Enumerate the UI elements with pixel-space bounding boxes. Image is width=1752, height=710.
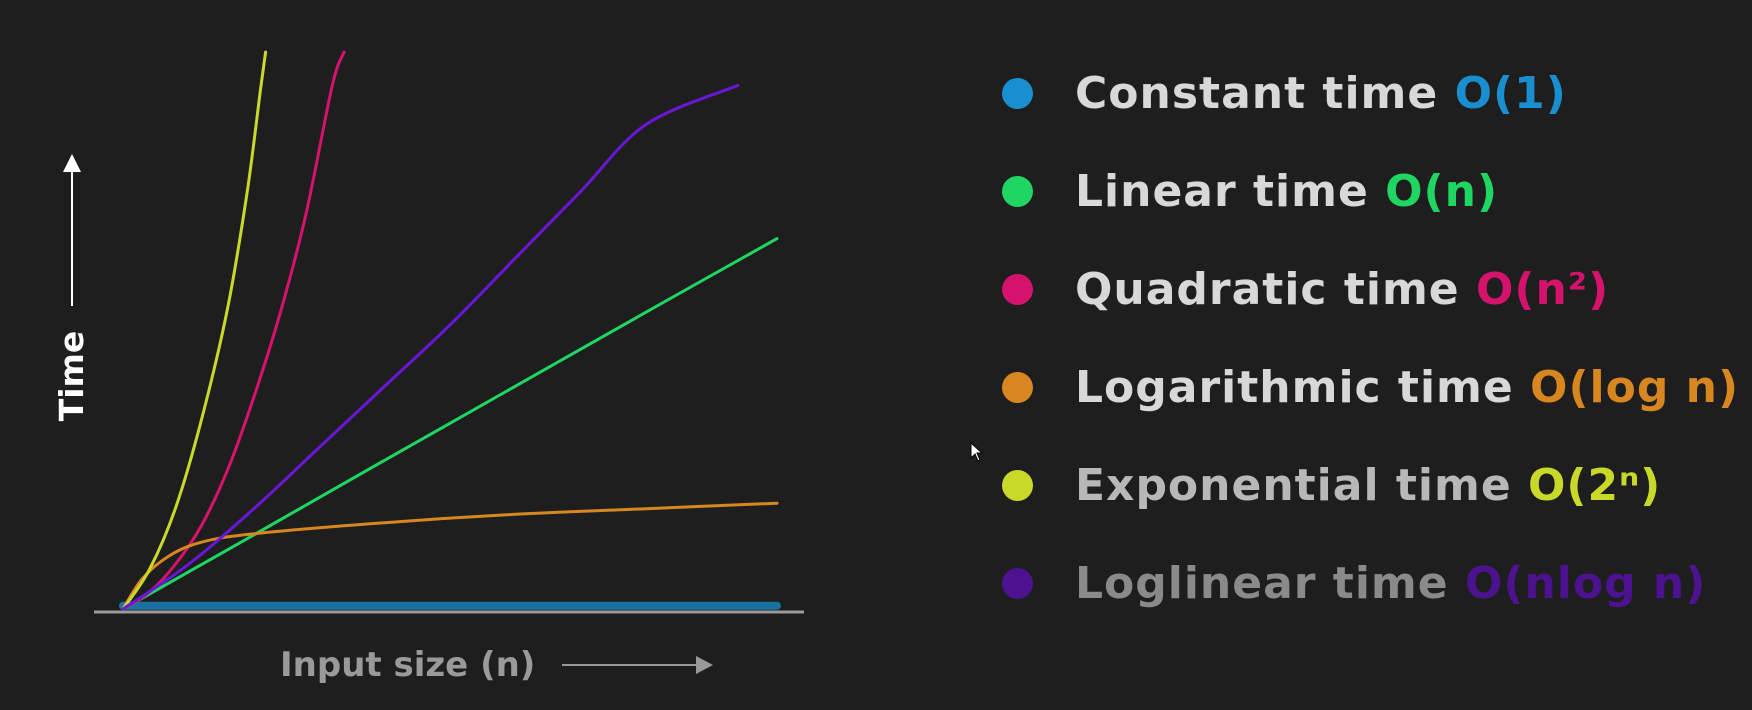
legend-label: Linear time bbox=[1075, 166, 1386, 217]
legend-notation: O(2ⁿ) bbox=[1527, 460, 1662, 511]
series-line-loglinear-time bbox=[121, 83, 740, 611]
legend-text: Logarithmic time O(log n) bbox=[1075, 358, 1739, 418]
legend-dot-icon bbox=[1002, 274, 1033, 305]
x-arrow-head-icon bbox=[696, 656, 713, 674]
legend-label: Loglinear time bbox=[1075, 558, 1465, 609]
legend-text: Constant time O(1) bbox=[1075, 64, 1567, 124]
series-line-logarithmic-time bbox=[121, 501, 779, 611]
legend-text: Loglinear time O(nlog n) bbox=[1075, 554, 1706, 614]
legend-notation: O(n) bbox=[1385, 166, 1499, 217]
legend-dot-icon bbox=[1002, 568, 1033, 599]
legend-text: Exponential time O(2ⁿ) bbox=[1075, 456, 1661, 516]
y-axis-label-group: Time bbox=[52, 154, 91, 421]
legend-notation: O(nlog n) bbox=[1464, 558, 1707, 609]
legend-dot-icon bbox=[1002, 470, 1033, 501]
legend-label: Exponential time bbox=[1075, 460, 1528, 511]
x-axis-label-group: Input size (n) bbox=[280, 645, 713, 685]
complexity-chart: Time Input size (n) bbox=[52, 44, 804, 685]
legend-text: Quadratic time O(n²) bbox=[1075, 260, 1609, 320]
x-axis-label: Input size (n) bbox=[280, 645, 535, 685]
mouse-cursor-icon bbox=[970, 442, 984, 462]
legend-notation: O(1) bbox=[1454, 68, 1567, 119]
legend-notation: O(log n) bbox=[1530, 362, 1740, 413]
legend-dot-icon bbox=[1002, 176, 1033, 207]
legend-text: Linear time O(n) bbox=[1075, 162, 1498, 222]
legend-label: Logarithmic time bbox=[1075, 362, 1531, 413]
y-arrow-head-icon bbox=[63, 154, 81, 172]
series-line-exponential-time bbox=[121, 50, 268, 611]
legend-label: Constant time bbox=[1075, 68, 1455, 119]
legend-dot-icon bbox=[1002, 372, 1033, 403]
legend-label: Quadratic time bbox=[1075, 264, 1476, 315]
series-line-linear-time bbox=[121, 237, 779, 611]
legend-dot-icon bbox=[1002, 78, 1033, 109]
legend-notation: O(n²) bbox=[1475, 264, 1610, 315]
series-line-quadratic-time bbox=[121, 50, 346, 611]
y-axis-label: Time bbox=[52, 331, 91, 422]
